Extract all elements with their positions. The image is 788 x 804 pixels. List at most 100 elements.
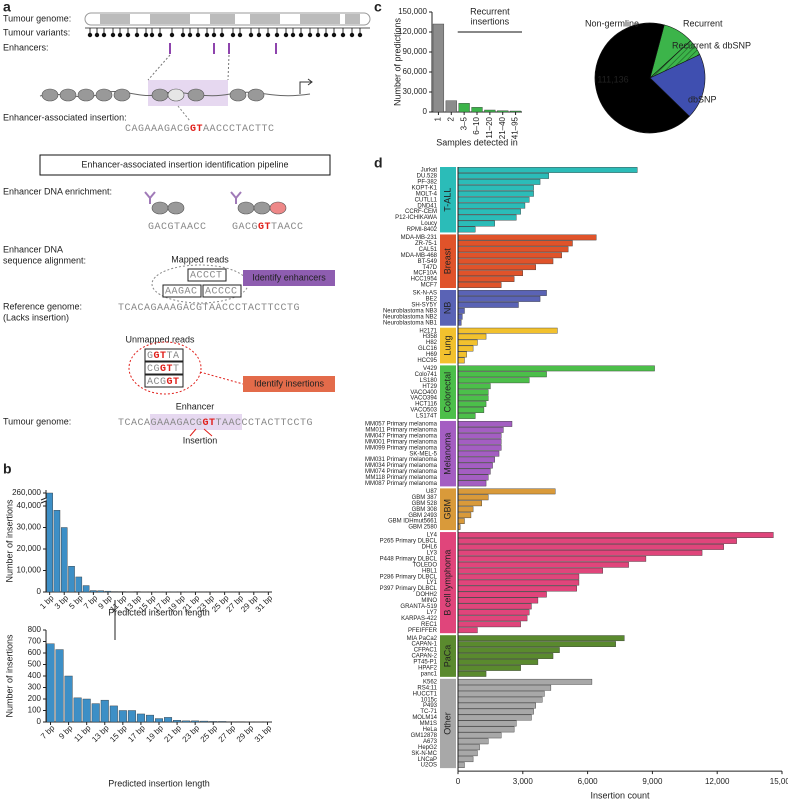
bar (457, 196, 530, 203)
y-tick-label: 0 (37, 587, 42, 596)
enrichment-sequence-part: GACGTAACC (148, 222, 207, 233)
nucleosome (95, 88, 113, 102)
nucleosome (113, 88, 131, 102)
category-label: HBL1 (422, 568, 438, 574)
bar (457, 302, 519, 308)
bar (457, 665, 521, 671)
category-label: V429 (423, 366, 438, 372)
y-tick-label: 800 (28, 625, 42, 634)
read-box (187, 268, 227, 282)
category-label: CFPAC1 (414, 648, 438, 654)
enrichment-sequence: GACGGTTAACC (232, 222, 304, 233)
bar (104, 590, 112, 593)
genome-block (300, 14, 340, 24)
enrichment-sequence-part: GT (258, 222, 271, 233)
bar (457, 282, 502, 288)
bar (457, 555, 647, 562)
category-label: LY1 (427, 580, 438, 586)
x-tick-label: 17 bp (126, 723, 147, 744)
bar (109, 705, 118, 723)
bar (457, 544, 724, 550)
variant-dot (157, 32, 163, 38)
x-tick-label: 21–40 (498, 116, 507, 139)
zoom-line (227, 54, 230, 81)
unmapped-read-part: GT (160, 364, 173, 375)
y-tick-label: 30,000 (17, 523, 42, 532)
y-tick-label: 200 (28, 694, 42, 703)
insertion-sequence-part: CAGAAAGACG (125, 124, 190, 135)
bar (73, 697, 82, 723)
bar (457, 627, 478, 634)
variant-dot (125, 32, 131, 38)
category-label: MM057 Primary melanoma (365, 422, 438, 428)
category-label: CAPAN-1 (411, 642, 437, 648)
bar (145, 714, 154, 723)
variant-dot (180, 32, 186, 38)
bar (457, 377, 530, 384)
enrichment-sequence-part: GACG (232, 222, 258, 233)
category-label: VACO400 (410, 390, 437, 396)
category-label: HCT116 (415, 402, 438, 408)
zoom-line (147, 54, 171, 81)
bar (457, 702, 536, 709)
bar (82, 585, 90, 593)
x-tick-label: 3–5 (459, 116, 468, 130)
unmapped-read-part: GT (167, 377, 180, 388)
category-label: CAL51 (419, 247, 438, 253)
label: Tumour genome: (3, 416, 71, 426)
bar (457, 756, 474, 763)
bar (484, 109, 496, 113)
nucleosome (229, 88, 247, 102)
bar (457, 550, 703, 556)
category-label: Colo741 (415, 372, 438, 378)
panel-label: a (3, 0, 11, 15)
x-tick-label: 21 bp (162, 723, 183, 744)
unmapped-read-part: T (173, 364, 180, 375)
bar (457, 208, 521, 215)
y-axis-label: Number of predictions (392, 17, 402, 106)
category-label: MM099 Primary melanoma (365, 445, 438, 451)
x-tick-label: 1 (434, 116, 443, 121)
identify-insertions: Identify insertions (254, 378, 325, 388)
y-tick-label: 700 (28, 637, 42, 646)
bar (64, 675, 73, 723)
antibody (144, 191, 156, 204)
group-box (440, 488, 456, 531)
category-label: MM074 Primary melanoma (365, 469, 438, 475)
bar (46, 492, 53, 593)
mapped-read: ACCCC (205, 287, 238, 298)
category-label: MM1S (420, 721, 437, 727)
category-label: H82 (426, 340, 438, 346)
bar (457, 714, 532, 721)
category-label: H2171 (419, 328, 437, 334)
pipeline-title: Enhancer-associated insertion identifica… (81, 159, 288, 169)
category-label: LY3 (427, 550, 438, 556)
bar (457, 603, 532, 610)
tumour-sequence-part: GT (203, 418, 216, 429)
bar (457, 653, 554, 659)
bar (457, 456, 495, 463)
x-tick-label: 25 bp (199, 723, 220, 744)
category-label: HT29 (422, 384, 437, 390)
category-label: GLC16 (418, 346, 438, 352)
bar (191, 720, 200, 723)
category-label: P12-ICHIKAWA (395, 215, 437, 221)
category-label: H358 (423, 334, 438, 340)
category-label: MINO (421, 598, 437, 604)
group-label: Breast (442, 248, 452, 275)
category-label: GBM IDHmut5661 (388, 519, 438, 525)
bar (457, 621, 521, 628)
connector (199, 371, 244, 385)
category-label: MDA-MB-231 (401, 235, 438, 241)
mapped-read: ACCCT (190, 271, 223, 282)
y-tick-label: 0 (423, 107, 428, 116)
category-label: MM118 Primary melanoma (365, 475, 437, 481)
nucleosome (167, 88, 185, 102)
group-box (440, 327, 456, 364)
group-label: Other (442, 712, 452, 735)
category-label: CAPAN-2 (411, 654, 437, 660)
category-label: P448 Primary DLBCL (380, 556, 438, 562)
bar (457, 647, 560, 653)
category-label: SK-MEL-5 (409, 451, 437, 457)
